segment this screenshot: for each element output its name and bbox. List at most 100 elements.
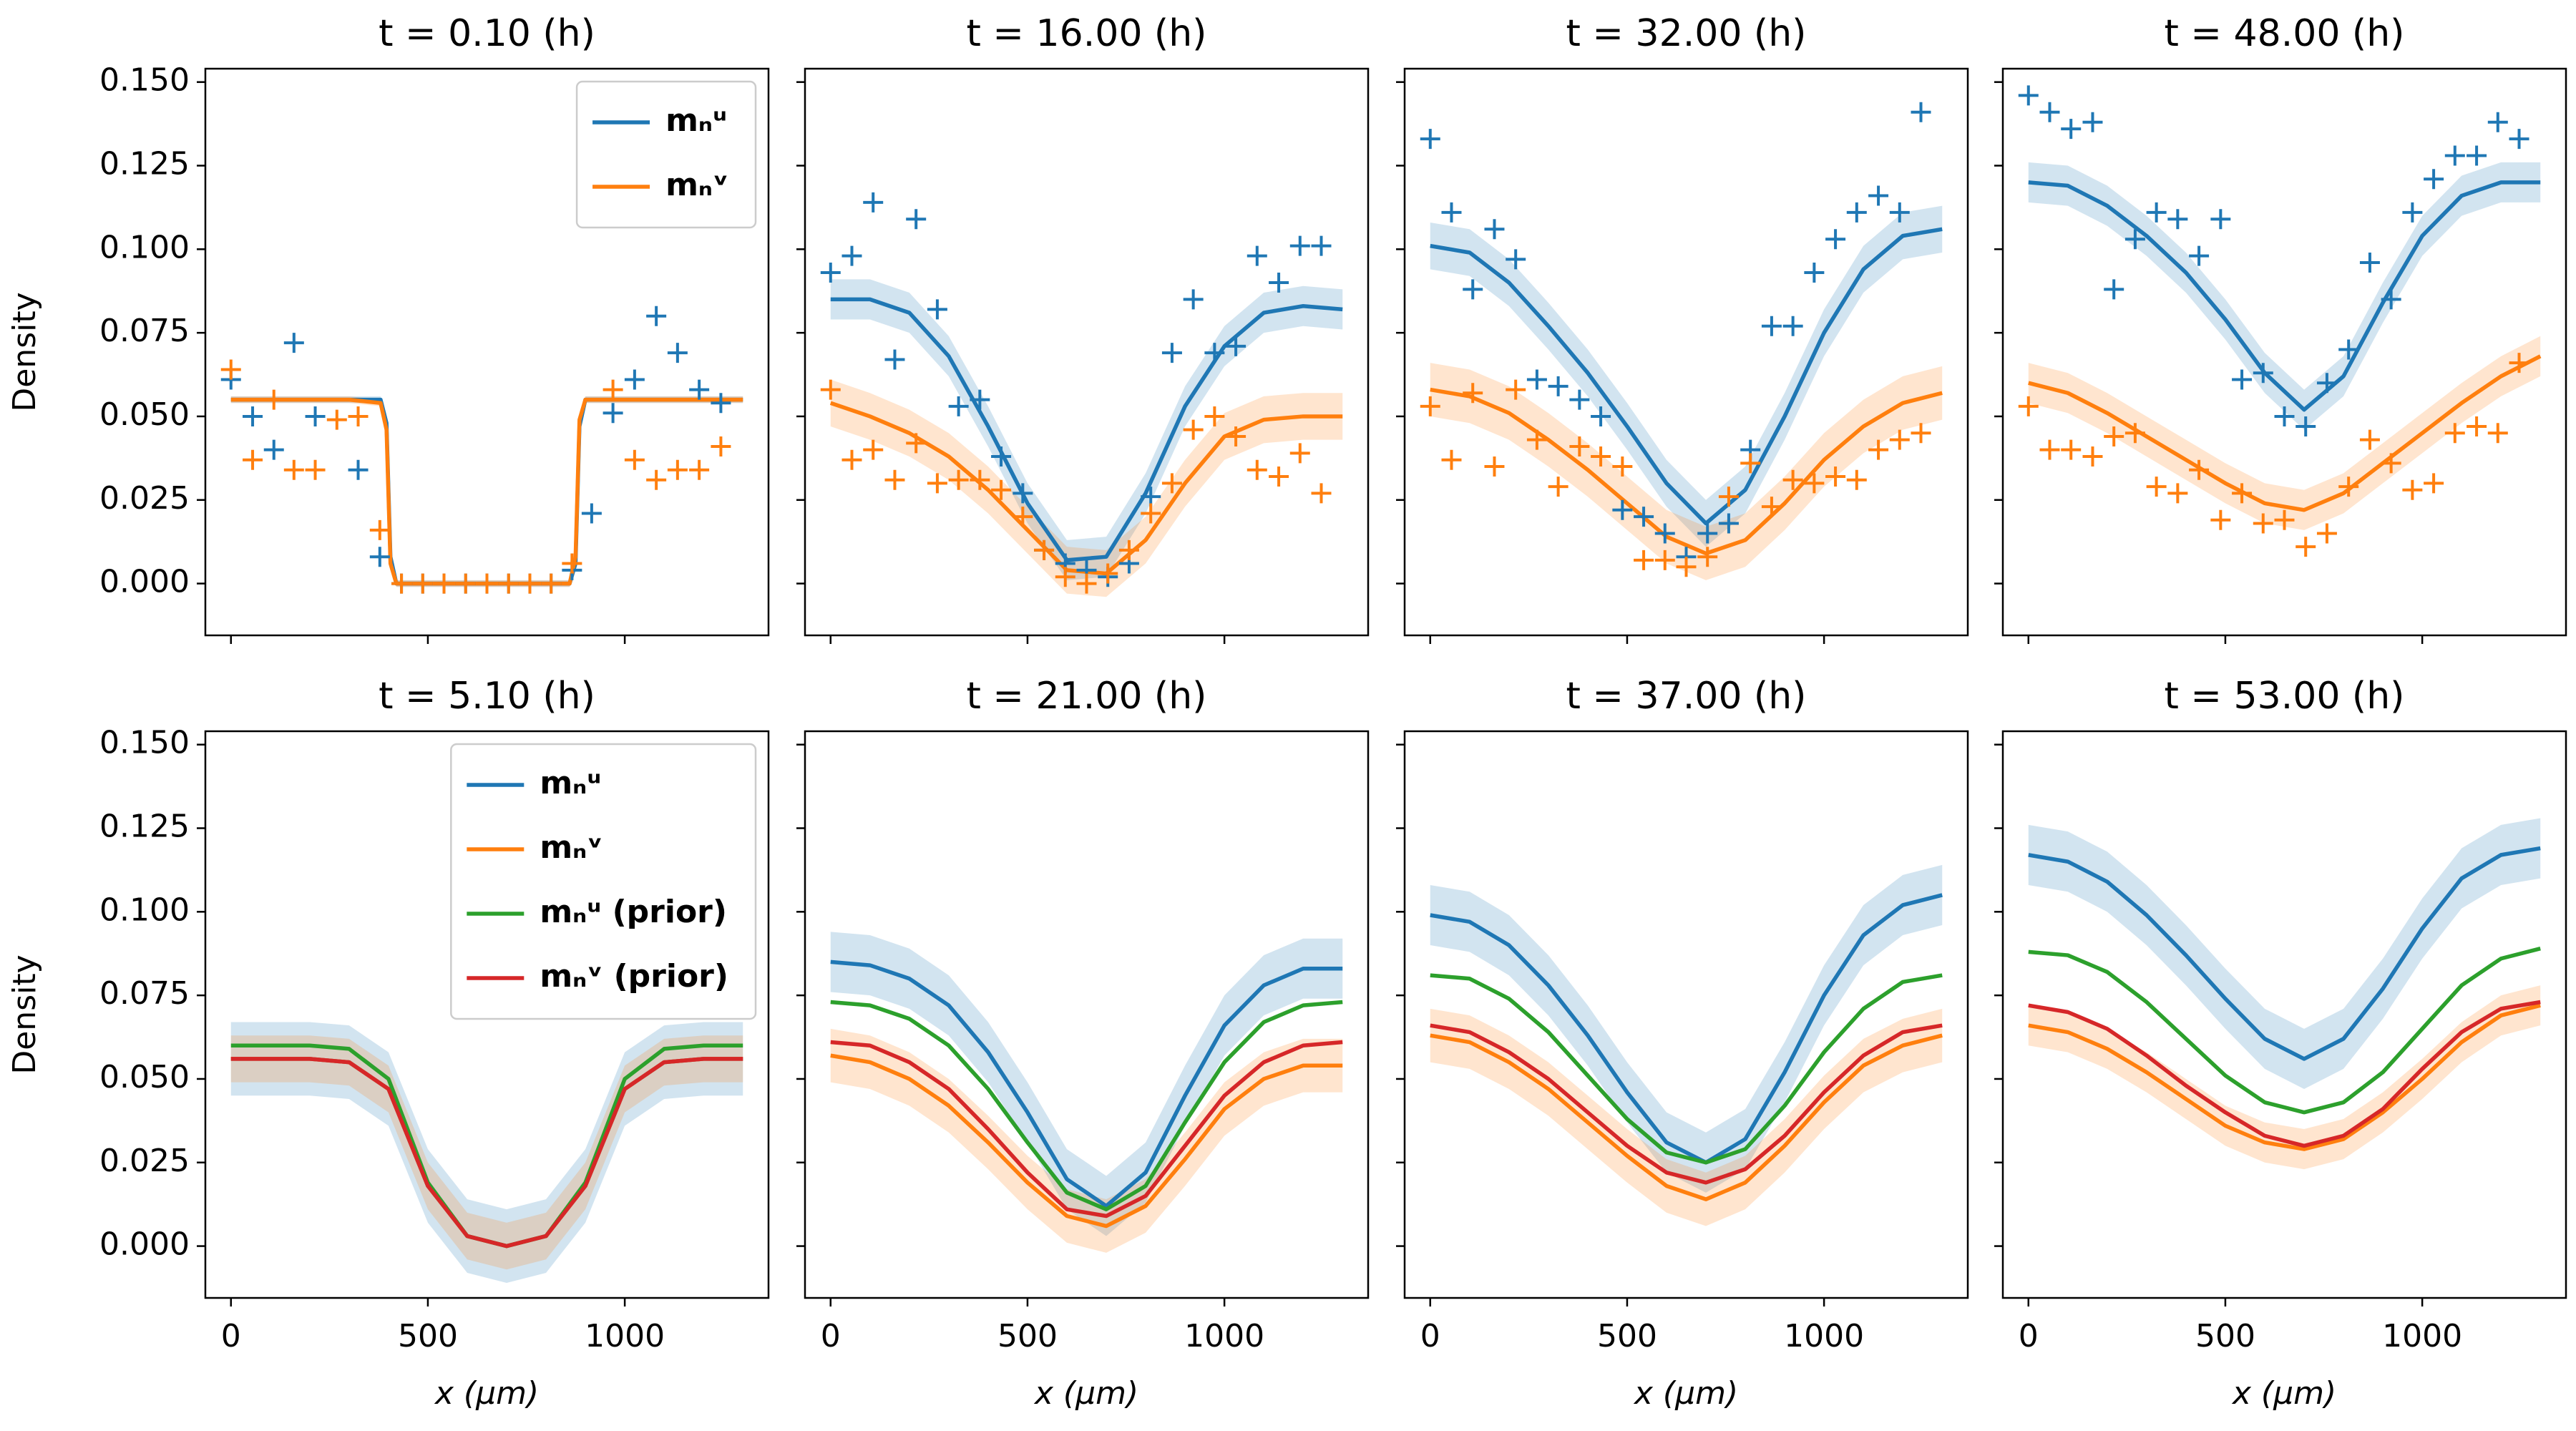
observation <box>1118 539 1139 560</box>
observation <box>1697 523 1718 544</box>
observation <box>2381 453 2401 474</box>
observation <box>2210 509 2231 530</box>
uncertainty-band <box>2028 985 2541 1170</box>
observation <box>602 403 623 424</box>
legend-label: mₙᵘ (prior) <box>540 894 727 930</box>
x-tick-label: 0 <box>821 1318 841 1354</box>
y-tick-label: 0.050 <box>99 396 190 433</box>
observation <box>1204 343 1225 363</box>
observation <box>1911 423 1931 444</box>
observation <box>348 406 369 426</box>
mean-line <box>830 1053 1343 1229</box>
observation <box>2253 513 2273 534</box>
observation <box>1055 567 1075 587</box>
observation <box>2189 459 2210 480</box>
x-tick-label: 0 <box>1420 1318 1440 1354</box>
observation <box>927 473 947 494</box>
observation <box>1013 507 1033 527</box>
observation <box>369 547 390 567</box>
observation <box>646 306 667 326</box>
observation <box>391 573 412 594</box>
observation <box>2359 429 2380 450</box>
observation <box>2274 406 2295 426</box>
uncertainty-band <box>2028 162 2541 430</box>
observation <box>1868 439 1889 460</box>
observation <box>841 245 862 266</box>
observation <box>841 449 862 470</box>
observation <box>1289 443 1310 464</box>
observation <box>562 553 582 574</box>
y-tick-label: 0.125 <box>99 809 190 845</box>
observation <box>1141 487 1161 507</box>
observation <box>2338 339 2359 360</box>
x-tick-label: 1000 <box>1184 1318 1264 1354</box>
mean-line <box>2028 1003 2541 1151</box>
observation <box>2359 253 2380 273</box>
observation <box>1311 483 1332 504</box>
observation <box>1654 550 1675 570</box>
observation <box>711 436 731 456</box>
mean-line <box>2028 1000 2541 1148</box>
observation <box>667 343 688 363</box>
observation <box>1183 419 1204 440</box>
observation <box>1289 235 1310 256</box>
observation <box>2039 439 2060 460</box>
observation <box>991 479 1012 500</box>
axes-frame <box>804 730 1370 1299</box>
observation <box>2487 423 2508 444</box>
mean-line <box>2028 846 2541 1061</box>
observation <box>948 469 969 490</box>
y-tick-label: 0.100 <box>99 892 190 928</box>
observation <box>602 379 623 400</box>
observation <box>863 439 884 460</box>
observation <box>2467 416 2487 436</box>
observation <box>305 406 326 426</box>
observation <box>624 449 645 470</box>
x-tick-label: 500 <box>2195 1318 2255 1354</box>
observation <box>1846 469 1867 490</box>
observation <box>1911 102 1931 122</box>
observation <box>667 459 688 480</box>
observation <box>220 359 241 380</box>
observation <box>1718 487 1739 507</box>
observation <box>970 469 990 490</box>
observation <box>1420 129 1440 150</box>
observation <box>1204 406 1225 426</box>
y-tick-label: 0.075 <box>99 313 190 349</box>
x-tick-label: 500 <box>997 1318 1058 1354</box>
observation <box>477 573 497 594</box>
observation <box>1246 245 1267 266</box>
observation <box>2210 209 2231 230</box>
observation <box>2424 169 2444 190</box>
uncertainty-band <box>1430 864 1943 1193</box>
x-tick-label: 1000 <box>1784 1318 1864 1354</box>
x-axis-label: x (μm) <box>2231 1375 2336 1412</box>
x-tick-label: 500 <box>1597 1318 1657 1354</box>
axes-frame <box>1403 730 1969 1299</box>
observation <box>1868 185 1889 206</box>
observation <box>711 393 731 414</box>
uncertainty-band <box>1430 1008 1943 1226</box>
legend: mₙᵘ mₙᵛ <box>575 80 757 229</box>
observation <box>1441 202 1462 223</box>
observation <box>1740 453 1761 474</box>
observation <box>519 573 540 594</box>
observation <box>2082 446 2103 467</box>
y-axis-label: Density <box>6 954 43 1074</box>
observation <box>1718 513 1739 534</box>
observation <box>263 389 284 410</box>
observation <box>1034 539 1055 560</box>
uncertainty-band <box>230 1022 743 1283</box>
x-axis-label: x (μm) <box>1633 1375 1738 1412</box>
axes-frame <box>204 67 770 637</box>
uncertainty-band <box>230 1035 743 1270</box>
observation <box>884 349 905 370</box>
observation <box>689 459 710 480</box>
observation <box>2509 353 2529 373</box>
observation <box>1161 473 1182 494</box>
observation <box>970 389 990 410</box>
uncertainty-band <box>830 932 1343 1236</box>
x-axis-label: x (μm) <box>434 1375 539 1412</box>
panel: 0 500 1000 t = 53.00 (h) x (μm) <box>1994 675 2567 1412</box>
